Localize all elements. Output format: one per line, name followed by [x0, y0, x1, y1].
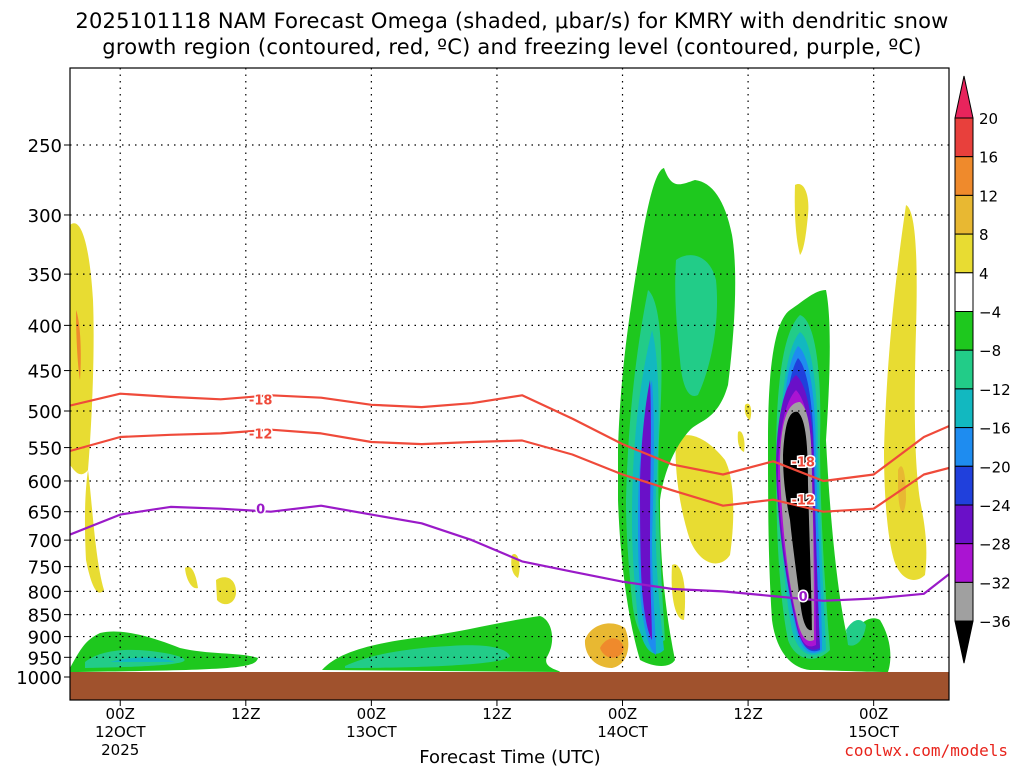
omega-region	[70, 223, 94, 475]
colorbar-label: −20	[979, 458, 1011, 476]
x-tick-label: 12Z	[231, 705, 260, 723]
contour-label: 0	[256, 503, 265, 518]
x-tick-label: 00Z	[106, 705, 135, 723]
y-tick-label: 950	[28, 648, 62, 669]
x-tick-date-label: 13OCT	[346, 723, 397, 741]
colorbar-swatch	[954, 311, 974, 351]
colorbar-label: −4	[979, 304, 1001, 322]
colorbar-label: 8	[979, 226, 989, 244]
colorbar-swatch	[954, 272, 974, 312]
x-tick-date-label: 15OCT	[848, 723, 899, 741]
y-tick-label: 850	[28, 606, 62, 627]
y-tick-label: 250	[28, 136, 62, 157]
colorbar-label: −12	[979, 381, 1011, 399]
colorbar-label: 12	[979, 187, 998, 205]
omega-region	[185, 566, 198, 589]
y-tick-label: 750	[28, 558, 62, 579]
colorbar-label: −36	[979, 613, 1011, 631]
y-tick-label: 500	[28, 402, 62, 423]
y-tick-label: 350	[28, 265, 62, 286]
colorbar-label: −32	[979, 574, 1011, 592]
x-tick-date-label: 14OCT	[597, 723, 648, 741]
chart-title-line1: 2025101118 NAM Forecast Omega (shaded, μ…	[75, 9, 949, 33]
colorbar-swatch	[954, 543, 974, 583]
omega-region	[846, 619, 866, 646]
contour-labels: -18 -18 -12 -12 0 0	[247, 392, 816, 607]
x-tick-label: 00Z	[357, 705, 386, 723]
omega-region	[110, 657, 175, 662]
x-tick-label: 00Z	[859, 705, 888, 723]
y-tick-label: 400	[28, 316, 62, 337]
x-axis-label: Forecast Time (UTC)	[419, 747, 600, 768]
omega-region	[884, 205, 927, 580]
y-tick-label: 600	[28, 472, 62, 493]
contour-line	[70, 392, 949, 483]
y-tick-label: 450	[28, 362, 62, 383]
colorbar-label: 4	[979, 265, 989, 283]
terrain-surface	[70, 672, 949, 700]
contour-line	[70, 504, 949, 602]
omega-region	[640, 380, 652, 640]
omega-region	[345, 645, 510, 668]
colorbar-swatch	[954, 233, 974, 274]
colorbar: 20 16 12 8 4 −4 −8 −12 −16 −20 −24 −28 −32 −36	[954, 75, 1011, 664]
contour-label: -18	[249, 393, 273, 408]
colorbar-label: −16	[979, 420, 1011, 438]
omega-region	[783, 411, 812, 631]
contour-label: -12	[249, 427, 273, 442]
colorbar-arrow-top	[954, 75, 974, 119]
x-tick-label: 12Z	[733, 705, 762, 723]
y-tick-label: 900	[28, 628, 62, 649]
contour-label: 0	[799, 590, 808, 605]
colorbar-swatch	[954, 388, 974, 429]
omega-region	[744, 403, 752, 420]
colorbar-label: 16	[979, 149, 998, 167]
contour-line	[70, 428, 949, 513]
colorbar-swatch	[954, 349, 974, 390]
x-tick-date-label: 12OCT	[95, 723, 146, 741]
colorbar-label: −28	[979, 536, 1011, 554]
plot-frame	[69, 67, 950, 701]
omega-region	[794, 184, 809, 255]
omega-region	[216, 577, 236, 605]
colorbar-swatch	[954, 504, 974, 545]
omega-region	[737, 431, 745, 452]
chart-title-line2: growth region (contoured, red, ºC) and f…	[102, 35, 922, 59]
contour-label: -18	[791, 455, 815, 470]
contour-lines	[70, 392, 949, 602]
y-tick-label: 800	[28, 582, 62, 603]
omega-region	[76, 310, 81, 380]
omega-region	[671, 564, 686, 620]
colorbar-label: −8	[979, 342, 1001, 360]
credit-text: coolwx.com/models	[844, 741, 1008, 760]
y-tick-label: 700	[28, 531, 62, 552]
x-tick-year-label: 2025	[101, 741, 139, 759]
colorbar-swatch	[954, 117, 974, 158]
omega-region	[84, 470, 104, 593]
omega-region	[600, 638, 624, 658]
y-tick-label: 550	[28, 439, 62, 460]
y-tick-label: 1000	[16, 668, 62, 689]
colorbar-swatch	[954, 581, 974, 622]
colorbar-label: 20	[979, 110, 998, 128]
y-tick-label: 300	[28, 206, 62, 227]
colorbar-arrow-bottom	[954, 620, 974, 664]
omega-region	[675, 255, 718, 396]
colorbar-swatch	[954, 465, 974, 506]
colorbar-swatch	[954, 427, 974, 467]
colorbar-swatch	[954, 156, 974, 196]
colorbar-swatch	[954, 194, 974, 235]
y-axis: 2503003504004505005506006507007508008509…	[16, 136, 70, 689]
x-tick-label: 12Z	[482, 705, 511, 723]
chart-title: 2025101118 NAM Forecast Omega (shaded, μ…	[0, 8, 1024, 60]
y-tick-label: 650	[28, 503, 62, 524]
contour-label: -12	[791, 494, 815, 509]
x-tick-label: 00Z	[608, 705, 637, 723]
colorbar-label: −24	[979, 497, 1011, 515]
